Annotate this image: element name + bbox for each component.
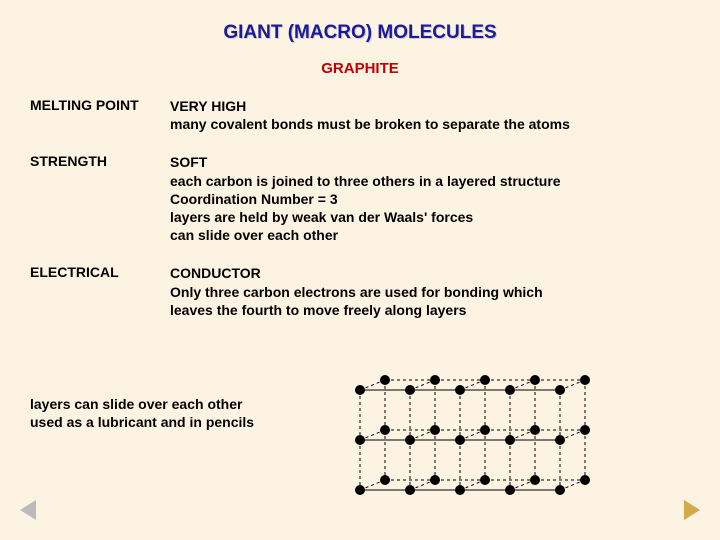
property-label: MELTING POINT [30,97,170,133]
value-line: layers are held by weak van der Waals' f… [170,208,561,226]
content-block: MELTING POINT VERY HIGH many covalent bo… [0,77,720,319]
property-label: STRENGTH [30,153,170,244]
prev-arrow-icon[interactable] [20,500,36,520]
page-subtitle: GRAPHITE [0,44,720,77]
graphite-diagram [330,370,610,525]
footer-line: layers can slide over each other [30,395,254,413]
value-line: leaves the fourth to move freely along l… [170,301,543,319]
value-line: Only three carbon electrons are used for… [170,283,543,301]
property-row: STRENGTH SOFT each carbon is joined to t… [30,153,690,244]
value-line: many covalent bonds must be broken to se… [170,115,570,133]
value-line: each carbon is joined to three others in… [170,172,561,190]
property-row: ELECTRICAL CONDUCTOR Only three carbon e… [30,264,690,319]
property-row: MELTING POINT VERY HIGH many covalent bo… [30,97,690,133]
value-line: SOFT [170,153,561,171]
value-line: VERY HIGH [170,97,570,115]
value-line: can slide over each other [170,226,561,244]
footer-line: used as a lubricant and in pencils [30,413,254,431]
value-line: Coordination Number = 3 [170,190,561,208]
property-value: VERY HIGH many covalent bonds must be br… [170,97,570,133]
value-line: CONDUCTOR [170,264,543,282]
footer-note: layers can slide over each other used as… [30,395,254,431]
property-label: ELECTRICAL [30,264,170,319]
next-arrow-icon[interactable] [684,500,700,520]
property-value: CONDUCTOR Only three carbon electrons ar… [170,264,543,319]
property-value: SOFT each carbon is joined to three othe… [170,153,561,244]
page-title: GIANT (MACRO) MOLECULES [0,0,720,44]
